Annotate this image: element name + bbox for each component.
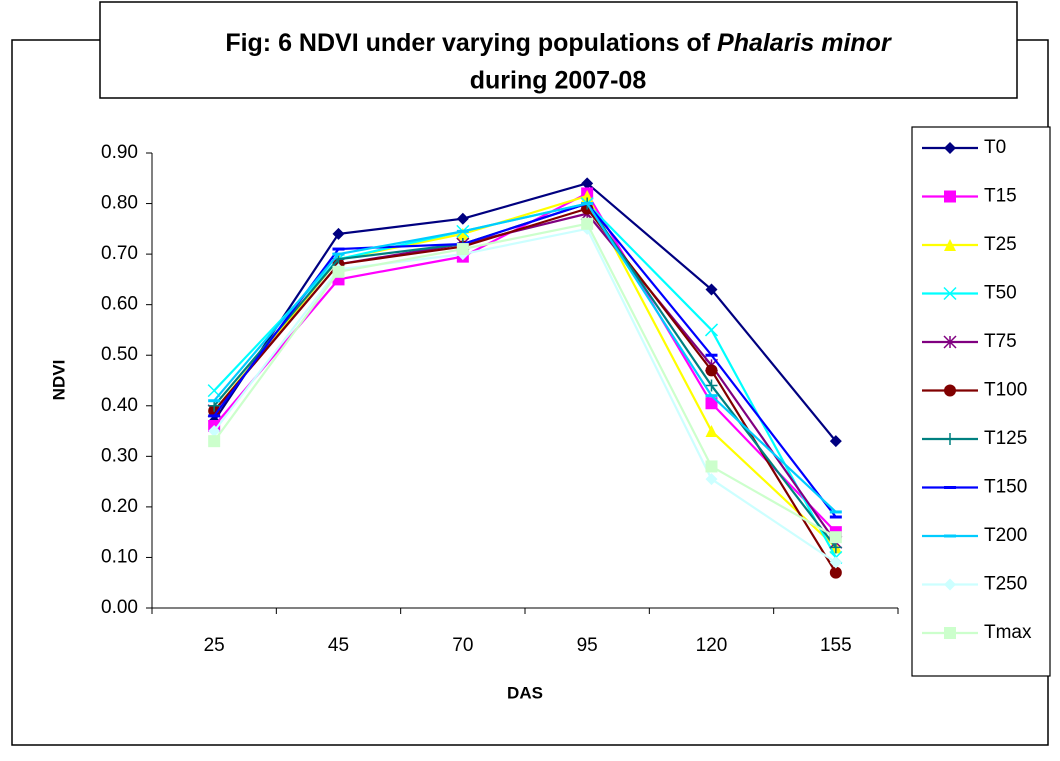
legend-label: T0 <box>984 137 1006 158</box>
data-point <box>705 425 718 438</box>
title-italic: Phalaris minor <box>717 29 892 57</box>
data-point <box>581 177 594 190</box>
chart-frame <box>11 39 1049 746</box>
data-point <box>581 217 594 230</box>
series-line <box>213 202 837 513</box>
x-tick-label: 70 <box>452 635 473 656</box>
data-point <box>705 283 718 296</box>
y-axis-label: NDVI <box>49 360 68 401</box>
legend-marker <box>944 239 956 251</box>
x-tick-label: 155 <box>820 635 852 656</box>
series-line <box>213 182 837 442</box>
data-point <box>829 566 842 579</box>
y-tick-label: 0.40 <box>101 395 138 416</box>
data-point <box>829 556 842 569</box>
series-line <box>213 191 837 533</box>
y-tick-label: 0.10 <box>101 546 138 567</box>
y-tick-label: 0.00 <box>101 597 138 618</box>
data-point <box>705 379 718 392</box>
legend-label: T25 <box>984 234 1017 255</box>
x-axis-label: DAS <box>507 683 543 702</box>
legend-marker <box>944 190 956 203</box>
y-tick-label: 0.60 <box>101 294 138 315</box>
legend-label: T50 <box>984 283 1017 304</box>
series-line <box>213 227 837 564</box>
data-point <box>208 435 221 448</box>
y-tick-label: 0.70 <box>101 243 138 264</box>
data-point <box>456 212 469 225</box>
y-tick-label: 0.50 <box>101 344 138 365</box>
data-point <box>456 243 469 256</box>
y-tick-label: 0.30 <box>101 445 138 466</box>
legend-label: T125 <box>984 428 1027 449</box>
legend-label: Tmax <box>984 622 1032 643</box>
legend-label: T15 <box>984 186 1017 207</box>
chart-title: during 2007-08 <box>470 67 647 95</box>
legend-marker <box>944 627 956 639</box>
data-point <box>208 425 221 438</box>
data-point <box>581 189 594 202</box>
data-point <box>705 397 718 410</box>
data-point <box>332 265 345 278</box>
series-line <box>213 222 837 539</box>
legend-label: T100 <box>984 380 1027 401</box>
x-tick-label: 25 <box>204 635 225 656</box>
data-point <box>332 227 345 240</box>
series-line <box>213 207 837 574</box>
data-point <box>705 364 718 377</box>
legend-marker <box>944 142 956 154</box>
legend-marker <box>944 578 956 591</box>
x-tick-label: 120 <box>696 635 728 656</box>
chart-title: Fig: 6 NDVI under varying populations of… <box>225 29 892 57</box>
legend-label: T75 <box>984 331 1017 352</box>
x-tick-label: 45 <box>328 635 349 656</box>
data-point <box>829 541 842 554</box>
legend-label: T150 <box>984 477 1027 498</box>
title-text: Fig: 6 NDVI under varying populations of <box>225 29 710 57</box>
legend-marker <box>944 433 956 445</box>
y-tick-label: 0.90 <box>101 142 138 163</box>
y-tick-label: 0.20 <box>101 496 138 517</box>
legend-marker <box>944 384 956 397</box>
data-point <box>705 460 718 473</box>
x-tick-label: 95 <box>577 635 598 656</box>
data-point <box>456 227 469 240</box>
data-point <box>704 323 719 337</box>
legend-label: T200 <box>984 525 1027 546</box>
data-point <box>705 473 718 486</box>
legend-marker <box>943 286 957 301</box>
data-point <box>829 531 842 544</box>
y-tick-label: 0.80 <box>101 193 138 214</box>
data-point <box>829 435 842 448</box>
legend-marker <box>943 335 957 349</box>
legend-label: T250 <box>984 574 1027 595</box>
legend <box>911 126 1051 677</box>
title-box <box>99 1 1018 99</box>
